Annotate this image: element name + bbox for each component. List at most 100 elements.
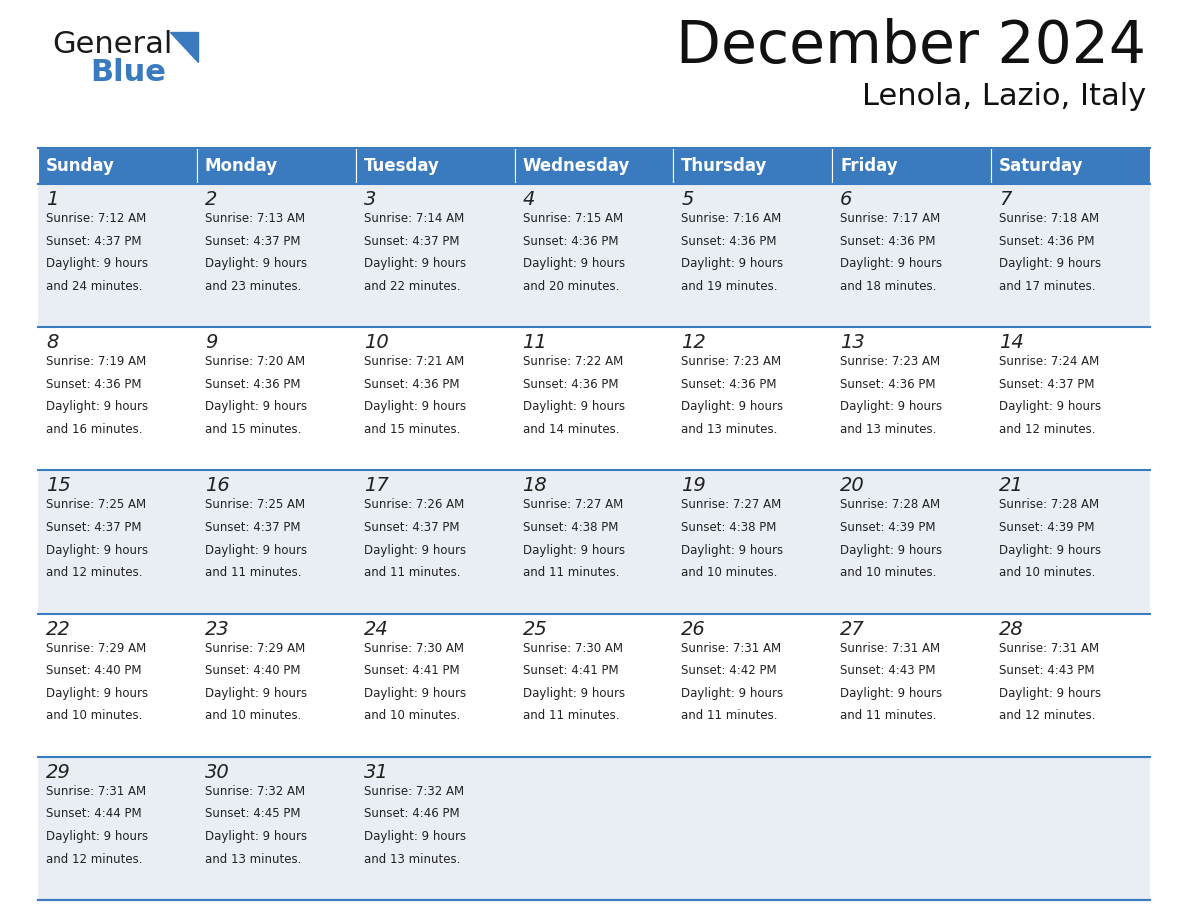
Text: Sunrise: 7:27 AM: Sunrise: 7:27 AM: [682, 498, 782, 511]
Bar: [38, 184, 197, 327]
Text: Sunrise: 7:12 AM: Sunrise: 7:12 AM: [46, 212, 146, 225]
Text: Sunrise: 7:28 AM: Sunrise: 7:28 AM: [999, 498, 1099, 511]
Bar: [674, 470, 833, 613]
Text: Sunrise: 7:31 AM: Sunrise: 7:31 AM: [682, 642, 782, 655]
Polygon shape: [170, 32, 198, 62]
Text: 12: 12: [682, 333, 706, 353]
Text: and 10 minutes.: and 10 minutes.: [364, 710, 460, 722]
Bar: [674, 327, 833, 470]
Text: Sunset: 4:36 PM: Sunset: 4:36 PM: [46, 378, 141, 391]
Bar: [197, 756, 355, 900]
Text: Sunset: 4:39 PM: Sunset: 4:39 PM: [999, 521, 1094, 534]
Text: Sunrise: 7:32 AM: Sunrise: 7:32 AM: [364, 785, 463, 798]
Text: 3: 3: [364, 190, 377, 209]
Text: Sunrise: 7:25 AM: Sunrise: 7:25 AM: [204, 498, 305, 511]
Text: Sunset: 4:38 PM: Sunset: 4:38 PM: [682, 521, 777, 534]
Text: Sunrise: 7:23 AM: Sunrise: 7:23 AM: [682, 355, 782, 368]
Text: 16: 16: [204, 476, 229, 496]
Text: Sunrise: 7:31 AM: Sunrise: 7:31 AM: [999, 642, 1099, 655]
Bar: [991, 756, 1150, 900]
Text: Sunset: 4:37 PM: Sunset: 4:37 PM: [46, 521, 141, 534]
Text: and 10 minutes.: and 10 minutes.: [204, 710, 302, 722]
Text: Sunrise: 7:18 AM: Sunrise: 7:18 AM: [999, 212, 1099, 225]
Text: 8: 8: [46, 333, 58, 353]
Text: Daylight: 9 hours: Daylight: 9 hours: [682, 543, 784, 556]
Text: and 24 minutes.: and 24 minutes.: [46, 280, 143, 293]
Text: Sunset: 4:36 PM: Sunset: 4:36 PM: [204, 378, 301, 391]
Text: Sunrise: 7:16 AM: Sunrise: 7:16 AM: [682, 212, 782, 225]
Text: and 11 minutes.: and 11 minutes.: [364, 566, 460, 579]
Text: Sunset: 4:38 PM: Sunset: 4:38 PM: [523, 521, 618, 534]
Text: Daylight: 9 hours: Daylight: 9 hours: [523, 687, 625, 700]
Text: 6: 6: [840, 190, 853, 209]
Text: 23: 23: [204, 620, 229, 639]
Text: Sunrise: 7:21 AM: Sunrise: 7:21 AM: [364, 355, 463, 368]
Text: Sunset: 4:43 PM: Sunset: 4:43 PM: [840, 665, 936, 677]
Bar: [991, 613, 1150, 756]
Text: Daylight: 9 hours: Daylight: 9 hours: [204, 543, 307, 556]
Text: Sunset: 4:46 PM: Sunset: 4:46 PM: [364, 808, 460, 821]
Text: Daylight: 9 hours: Daylight: 9 hours: [840, 257, 942, 270]
Text: Sunrise: 7:25 AM: Sunrise: 7:25 AM: [46, 498, 146, 511]
Bar: [833, 613, 991, 756]
Text: 1: 1: [46, 190, 58, 209]
Text: Daylight: 9 hours: Daylight: 9 hours: [364, 830, 466, 843]
Text: Sunrise: 7:15 AM: Sunrise: 7:15 AM: [523, 212, 623, 225]
Text: Daylight: 9 hours: Daylight: 9 hours: [364, 543, 466, 556]
Text: Daylight: 9 hours: Daylight: 9 hours: [364, 257, 466, 270]
Text: 25: 25: [523, 620, 548, 639]
Text: Sunset: 4:36 PM: Sunset: 4:36 PM: [682, 235, 777, 248]
Text: Sunrise: 7:19 AM: Sunrise: 7:19 AM: [46, 355, 146, 368]
Text: 15: 15: [46, 476, 71, 496]
Text: Saturday: Saturday: [999, 157, 1083, 175]
Text: Friday: Friday: [840, 157, 898, 175]
Bar: [197, 470, 355, 613]
Text: Daylight: 9 hours: Daylight: 9 hours: [999, 400, 1101, 413]
Text: Daylight: 9 hours: Daylight: 9 hours: [204, 257, 307, 270]
Text: and 15 minutes.: and 15 minutes.: [204, 423, 302, 436]
Text: Sunrise: 7:26 AM: Sunrise: 7:26 AM: [364, 498, 463, 511]
Text: 7: 7: [999, 190, 1011, 209]
Bar: [38, 327, 197, 470]
Text: Sunset: 4:37 PM: Sunset: 4:37 PM: [999, 378, 1094, 391]
Text: Sunset: 4:37 PM: Sunset: 4:37 PM: [364, 235, 459, 248]
Text: Sunrise: 7:30 AM: Sunrise: 7:30 AM: [523, 642, 623, 655]
Text: December 2024: December 2024: [676, 18, 1146, 75]
Text: Sunset: 4:37 PM: Sunset: 4:37 PM: [204, 521, 301, 534]
Text: and 23 minutes.: and 23 minutes.: [204, 280, 302, 293]
Bar: [833, 148, 991, 184]
Bar: [355, 613, 514, 756]
Text: Sunset: 4:42 PM: Sunset: 4:42 PM: [682, 665, 777, 677]
Text: 21: 21: [999, 476, 1024, 496]
Text: General: General: [52, 30, 172, 59]
Text: Sunset: 4:37 PM: Sunset: 4:37 PM: [46, 235, 141, 248]
Bar: [833, 327, 991, 470]
Text: Blue: Blue: [90, 58, 166, 87]
Text: Sunset: 4:37 PM: Sunset: 4:37 PM: [364, 521, 459, 534]
Text: Thursday: Thursday: [682, 157, 767, 175]
Text: Sunrise: 7:22 AM: Sunrise: 7:22 AM: [523, 355, 623, 368]
Text: Daylight: 9 hours: Daylight: 9 hours: [999, 687, 1101, 700]
Bar: [514, 184, 674, 327]
Text: 5: 5: [682, 190, 694, 209]
Bar: [674, 184, 833, 327]
Text: and 12 minutes.: and 12 minutes.: [999, 710, 1095, 722]
Text: Daylight: 9 hours: Daylight: 9 hours: [46, 830, 148, 843]
Text: and 12 minutes.: and 12 minutes.: [999, 423, 1095, 436]
Text: Sunrise: 7:14 AM: Sunrise: 7:14 AM: [364, 212, 463, 225]
Text: Sunrise: 7:27 AM: Sunrise: 7:27 AM: [523, 498, 623, 511]
Bar: [38, 470, 197, 613]
Bar: [514, 327, 674, 470]
Text: and 11 minutes.: and 11 minutes.: [840, 710, 936, 722]
Text: and 13 minutes.: and 13 minutes.: [204, 853, 302, 866]
Text: and 12 minutes.: and 12 minutes.: [46, 566, 143, 579]
Bar: [833, 184, 991, 327]
Text: and 11 minutes.: and 11 minutes.: [523, 710, 619, 722]
Text: and 10 minutes.: and 10 minutes.: [840, 566, 936, 579]
Bar: [991, 184, 1150, 327]
Bar: [38, 148, 197, 184]
Text: 9: 9: [204, 333, 217, 353]
Text: Sunset: 4:45 PM: Sunset: 4:45 PM: [204, 808, 301, 821]
Text: Sunset: 4:36 PM: Sunset: 4:36 PM: [523, 378, 618, 391]
Text: Sunset: 4:36 PM: Sunset: 4:36 PM: [523, 235, 618, 248]
